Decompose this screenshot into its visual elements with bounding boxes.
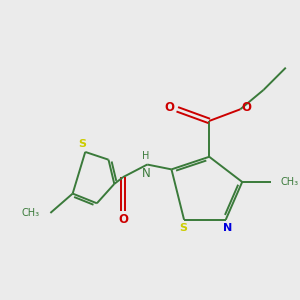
Text: O: O [118,213,128,226]
Text: H: H [142,151,149,161]
Text: CH₃: CH₃ [21,208,39,218]
Text: S: S [179,223,187,233]
Text: S: S [78,139,86,149]
Text: O: O [164,101,174,114]
Text: N: N [223,223,232,233]
Text: CH₃: CH₃ [280,177,299,187]
Text: N: N [141,167,150,180]
Text: O: O [242,101,252,114]
